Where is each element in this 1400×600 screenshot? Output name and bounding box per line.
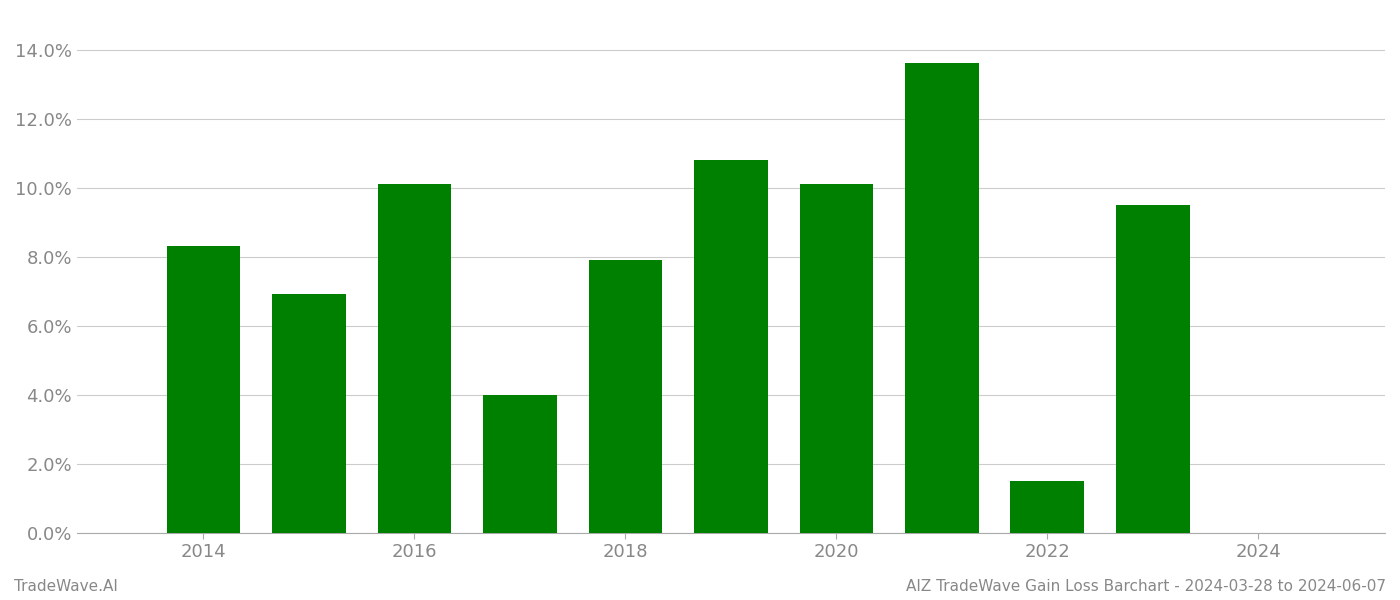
Bar — [167, 246, 241, 533]
Text: TradeWave.AI: TradeWave.AI — [14, 579, 118, 594]
Bar — [1011, 481, 1085, 533]
Bar — [694, 160, 767, 533]
Bar — [483, 395, 557, 533]
Text: AIZ TradeWave Gain Loss Barchart - 2024-03-28 to 2024-06-07: AIZ TradeWave Gain Loss Barchart - 2024-… — [906, 579, 1386, 594]
Bar — [799, 184, 874, 533]
Bar — [1116, 205, 1190, 533]
Bar — [904, 64, 979, 533]
Bar — [378, 184, 451, 533]
Bar — [588, 260, 662, 533]
Bar — [272, 295, 346, 533]
